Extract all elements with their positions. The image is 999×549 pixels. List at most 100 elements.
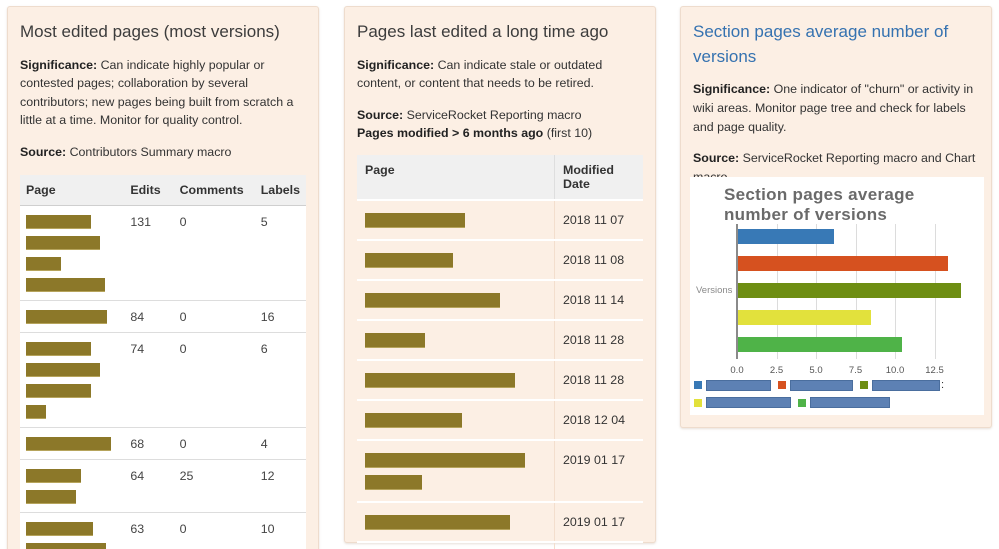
labels-cell: 4 [254,426,306,460]
chart-bar [738,229,835,244]
significance-label: Significance: [357,57,435,72]
labels-cell: 16 [254,299,306,333]
modified-date-cell: 2019 01 23 [554,541,643,549]
col-header-page: Page [20,174,125,206]
page-cell [20,299,125,333]
redacted-page-link[interactable] [26,542,106,549]
chart-bar [738,310,871,325]
comments-cell: 0 [179,214,187,229]
redacted-page-link[interactable] [365,213,465,229]
source-label: Source: [357,107,404,122]
comments-cell: 0 [173,331,255,428]
table-row: 2018 12 04 [357,399,643,441]
modified-date-cell: 2018 11 08 [554,239,643,281]
chart-tick-label: 5.0 [809,365,823,376]
edits-cell: 131 [130,214,152,229]
page-cell [20,458,125,513]
legend-item [778,379,853,391]
panel-title-section-versions-link[interactable]: Section pages average number of versions [693,22,949,66]
redacted-legend-label [706,397,791,408]
table-row: 2018 11 28 [357,359,643,401]
table-row: 2018 11 28 [357,319,643,361]
source-body: ServiceRocket Reporting macro [406,107,582,122]
redacted-page-link[interactable] [365,475,422,491]
redacted-page-link[interactable] [365,453,525,469]
page-cell [357,439,555,503]
table-row: 2018 11 08 [357,239,643,281]
redacted-page-link[interactable] [26,404,46,419]
page-cell [357,359,555,401]
redacted-page-link[interactable] [365,293,500,309]
redacted-page-link[interactable] [26,468,81,483]
table-row: 2019 01 17 [357,501,643,543]
page-cell [357,501,555,543]
redacted-page-link[interactable] [26,341,91,356]
chart-y-axis [736,224,738,359]
versions-bar-chart: Section pages average number of versions… [690,177,984,415]
significance-body: Can indicate highly popular or contested… [20,57,294,128]
legend-swatch-icon [694,398,702,407]
redacted-page-link[interactable] [26,436,111,451]
modified-date-cell: 2018 11 07 [554,199,643,241]
redacted-page-link[interactable] [26,362,100,377]
redacted-page-link[interactable] [365,253,453,269]
table-row: 63 0 10 [20,511,306,549]
table-row: 84 0 16 [20,299,306,333]
significance-text: Significance: Can indicate stale or outd… [357,56,643,93]
labels-cell: 12 [254,458,306,513]
edits-cell: 84 [124,299,174,333]
chart-tick-label: 0.0 [730,365,744,376]
panel-most-edited-pages: Most edited pages (most versions) Signif… [7,6,319,549]
most-edited-table: Page Edits Comments Labels 131 0 5 84 0 16 74 0… [20,174,306,549]
redacted-legend-label [790,379,853,391]
redacted-page-link[interactable] [365,413,462,429]
redacted-page-link[interactable] [26,309,107,324]
chart-tick-label: 12.5 [925,365,944,376]
chart-plot-area [736,224,974,359]
modified-date-cell: 2018 11 14 [554,279,643,321]
chart-axis-label: Versions [696,285,733,296]
chart-legend: : [694,379,980,414]
redacted-page-link[interactable] [26,256,61,271]
source-body: Contributors Summary macro [69,145,232,160]
filter-label-suffix: (first 10) [543,126,593,141]
redacted-page-link[interactable] [26,214,91,229]
col-header-labels: Labels [254,174,306,206]
significance-text: Significance: One indicator of "churn" o… [693,80,979,136]
table-row: 74 0 6 [20,331,306,428]
chart-bar [738,337,903,352]
significance-text: Significance: Can indicate highly popula… [20,56,306,130]
redacted-page-link[interactable] [26,489,76,504]
modified-date-cell: 2018 11 28 [554,359,643,401]
page-cell [357,541,555,549]
col-header-edits: Edits [124,174,174,206]
table-header-row: Page Modified Date [357,155,643,201]
legend-row [694,397,980,408]
legend-item: : [860,379,944,391]
redacted-page-link[interactable] [26,521,93,536]
panel-stale-pages: Pages last edited a long time ago Signif… [344,6,656,549]
chart-tick-label: 2.5 [769,365,784,376]
panel-title-stale-pages: Pages last edited a long time ago [357,22,609,41]
legend-swatch-icon [778,381,786,389]
redacted-page-link[interactable] [26,383,91,398]
redacted-page-link[interactable] [26,235,100,250]
edits-cell: 68 [124,426,174,460]
significance-label: Significance: [693,82,771,97]
col-header-page: Page [357,155,555,201]
comments-cell: 0 [173,299,255,333]
legend-swatch-icon [694,381,702,389]
redacted-page-link[interactable] [365,515,510,531]
modified-date-cell: 2018 11 28 [554,319,643,361]
redacted-page-link[interactable] [26,277,105,292]
source-label: Source: [693,151,740,166]
comments-cell: 0 [173,426,255,460]
page-cell [20,426,125,460]
redacted-page-link[interactable] [365,373,515,389]
modified-date-cell: 2018 12 04 [554,399,643,441]
redacted-page-link[interactable] [365,333,425,349]
labels-cell: 5 [260,214,268,229]
table-row: 2019 01 17 [357,439,643,503]
page-cell [357,199,555,241]
